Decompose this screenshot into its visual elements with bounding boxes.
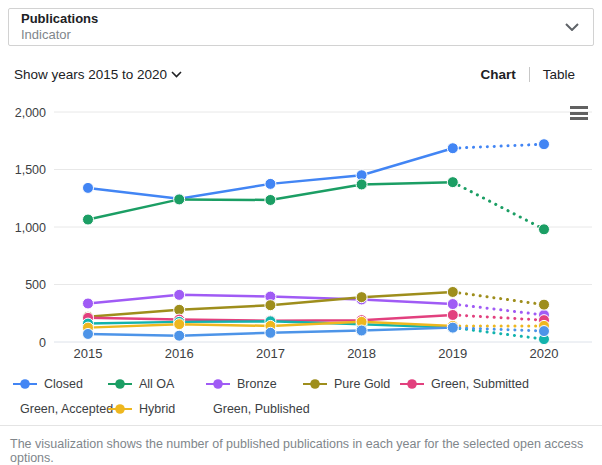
series-line-projected-Green, Submitted bbox=[453, 315, 544, 320]
data-point-Green, Published-2015[interactable] bbox=[83, 328, 94, 339]
tab-chart[interactable]: Chart bbox=[467, 67, 528, 82]
legend-item-green-accepted[interactable]: Green, Accepted bbox=[13, 402, 108, 416]
data-point-Bronze-2016[interactable] bbox=[174, 289, 185, 300]
x-tick-label: 2016 bbox=[165, 346, 194, 361]
data-point-Green, Submitted-2019[interactable] bbox=[447, 309, 458, 320]
legend-label: Closed bbox=[44, 377, 83, 391]
legend-marker-icon bbox=[108, 378, 132, 390]
series-line-projected-Bronze bbox=[453, 304, 544, 315]
legend-marker-icon bbox=[206, 378, 230, 390]
data-point-Closed-2017[interactable] bbox=[265, 178, 276, 189]
caption-text: The visualization shows the number of pu… bbox=[0, 426, 602, 465]
legend-label: All OA bbox=[139, 377, 174, 391]
indicator-dropdown-text: Publications Indicator bbox=[21, 11, 565, 44]
legend-marker-icon bbox=[13, 378, 37, 390]
data-point-Pure Gold-2018[interactable] bbox=[356, 292, 367, 303]
show-years-label: Show years 2015 to 2020 bbox=[14, 67, 167, 82]
legend-label: Bronze bbox=[237, 377, 277, 391]
hamburger-bar bbox=[570, 112, 588, 115]
legend-marker-icon bbox=[303, 378, 327, 390]
x-tick-label: 2017 bbox=[256, 346, 285, 361]
tab-table[interactable]: Table bbox=[530, 67, 588, 82]
y-tick-label: 0 bbox=[39, 336, 46, 350]
legend-label: Green, Published bbox=[213, 402, 310, 416]
y-tick-label: 500 bbox=[25, 278, 46, 292]
legend-marker-icon bbox=[108, 403, 132, 415]
data-point-Green, Published-2019[interactable] bbox=[447, 322, 458, 333]
data-point-Green, Published-2020[interactable] bbox=[539, 326, 550, 337]
show-years-control[interactable]: Show years 2015 to 2020 bbox=[14, 67, 182, 82]
legend-item-hybrid[interactable]: Hybrid bbox=[108, 402, 206, 416]
indicator-dropdown[interactable]: Publications Indicator bbox=[8, 8, 594, 46]
series-line-projected-Closed bbox=[453, 144, 544, 148]
caption-area: The visualization shows the number of pu… bbox=[0, 425, 602, 465]
legend-label: Green, Submitted bbox=[431, 377, 529, 391]
chart-menu-icon[interactable] bbox=[570, 106, 588, 120]
data-point-Pure Gold-2019[interactable] bbox=[447, 286, 458, 297]
hamburger-bar bbox=[570, 117, 588, 120]
chart-legend: Closed All OA Bronze Pure Gold Green, Submit… bbox=[13, 377, 602, 416]
legend-label: Pure Gold bbox=[334, 377, 390, 391]
legend-label: Hybrid bbox=[139, 402, 175, 416]
series-line-projected-Pure Gold bbox=[453, 292, 544, 305]
data-point-Bronze-2019[interactable] bbox=[447, 299, 458, 310]
chart-controls: Show years 2015 to 2020 Chart Table bbox=[14, 64, 588, 84]
indicator-subtitle: Indicator bbox=[21, 27, 565, 43]
legend-item-pure-gold[interactable]: Pure Gold bbox=[303, 377, 400, 391]
data-point-Green, Published-2016[interactable] bbox=[174, 330, 185, 341]
data-point-Bronze-2015[interactable] bbox=[83, 298, 94, 309]
hamburger-bar bbox=[570, 106, 588, 109]
x-tick-label: 2015 bbox=[74, 346, 103, 361]
x-tick-label: 2019 bbox=[438, 346, 467, 361]
publications-line-chart: 0 500 1,000 1,500 2,000 2015 2016 2017 2018 2019 2… bbox=[0, 92, 602, 369]
data-point-All OA-2019[interactable] bbox=[447, 177, 458, 188]
data-point-All OA-2017[interactable] bbox=[265, 194, 276, 205]
series-line-Closed bbox=[88, 148, 453, 199]
data-point-Closed-2020[interactable] bbox=[539, 139, 550, 150]
y-tick-label: 1,000 bbox=[15, 221, 46, 235]
data-point-Hybrid-2016[interactable] bbox=[174, 319, 185, 330]
data-point-All OA-2015[interactable] bbox=[83, 214, 94, 225]
data-point-Pure Gold-2017[interactable] bbox=[265, 300, 276, 311]
chevron-down-icon bbox=[565, 23, 579, 31]
series-line-projected-All OA bbox=[453, 182, 544, 229]
view-tabs: Chart Table bbox=[467, 67, 588, 82]
data-point-All OA-2020[interactable] bbox=[539, 224, 550, 235]
x-tick-label: 2018 bbox=[347, 346, 376, 361]
legend-item-green-published[interactable]: Green, Published bbox=[206, 402, 303, 416]
data-point-Closed-2015[interactable] bbox=[83, 182, 94, 193]
legend-item-closed[interactable]: Closed bbox=[13, 377, 108, 391]
data-point-All OA-2016[interactable] bbox=[174, 194, 185, 205]
legend-item-green-submitted[interactable]: Green, Submitted bbox=[400, 377, 602, 391]
legend-label: Green, Accepted bbox=[20, 402, 113, 416]
data-point-Green, Published-2018[interactable] bbox=[356, 325, 367, 336]
data-point-Closed-2019[interactable] bbox=[447, 143, 458, 154]
data-point-Green, Published-2017[interactable] bbox=[265, 327, 276, 338]
chart-area: 0 500 1,000 1,500 2,000 2015 2016 2017 2018 2019 2… bbox=[0, 92, 602, 373]
y-tick-label: 2,000 bbox=[15, 106, 46, 120]
data-point-Pure Gold-2020[interactable] bbox=[539, 299, 550, 310]
data-point-All OA-2018[interactable] bbox=[356, 179, 367, 190]
chevron-down-icon bbox=[171, 71, 182, 78]
legend-item-bronze[interactable]: Bronze bbox=[206, 377, 303, 391]
y-tick-label: 1,500 bbox=[15, 163, 46, 177]
legend-item-all-oa[interactable]: All OA bbox=[108, 377, 206, 391]
indicator-title: Publications bbox=[21, 11, 565, 27]
x-tick-label: 2020 bbox=[530, 346, 559, 361]
legend-marker-icon bbox=[400, 378, 424, 390]
